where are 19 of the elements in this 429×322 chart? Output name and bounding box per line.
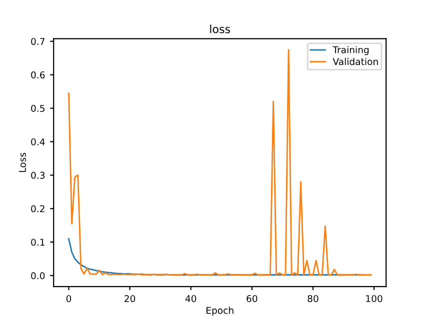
x-tick-label: 80 xyxy=(308,295,318,302)
y-tick-label: 0.2 xyxy=(31,205,44,212)
y-tick-label: 0.1 xyxy=(31,238,44,246)
y-tick-label: 0.0 xyxy=(31,272,45,280)
legend-label: Validation xyxy=(332,58,378,66)
chart-title: loss xyxy=(210,24,230,34)
legend-label: Training xyxy=(332,46,369,56)
x-tick-label: 100 xyxy=(366,295,382,302)
y-axis-title: Loss xyxy=(18,152,26,172)
x-tick-label: 40 xyxy=(185,295,196,302)
x-tick-label: 0 xyxy=(66,295,72,302)
y-tick-label: 0.4 xyxy=(31,138,45,146)
y-tick-label: 0.6 xyxy=(31,71,45,78)
y-tick-label: 0.5 xyxy=(31,104,44,112)
x-tick-label: 20 xyxy=(124,295,136,302)
y-tick-label: 0.3 xyxy=(31,172,45,179)
y-tick-label: 0.7 xyxy=(31,38,44,45)
x-axis-title: Epoch xyxy=(206,306,234,316)
x-tick-label: 60 xyxy=(246,295,258,302)
